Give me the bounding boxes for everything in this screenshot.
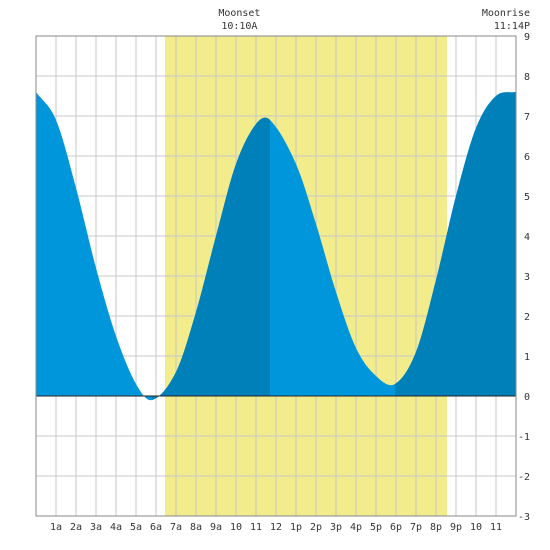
x-tick-label: 4a xyxy=(110,522,122,533)
y-tick-label: 1 xyxy=(524,352,530,363)
x-tick-label: 5a xyxy=(130,522,142,533)
x-tick-label: 6a xyxy=(150,522,162,533)
y-tick-label: -3 xyxy=(518,512,530,523)
x-tick-label: 9a xyxy=(210,522,222,533)
x-tick-label: 8p xyxy=(430,522,442,533)
tide-rising-fill xyxy=(395,92,516,396)
annotation-label: Moonrise xyxy=(482,8,530,19)
y-tick-label: -1 xyxy=(518,432,530,443)
x-axis-ticks: 1a 2a 3a 4a 5a 6a 7a 8a 9a 10 11 12 1p 2p 3p 4p 5p 6p 7p 8p… xyxy=(50,522,502,533)
x-tick-label: 5p xyxy=(370,522,382,533)
annotation-label: Moonset xyxy=(218,8,260,19)
x-tick-label: 11 xyxy=(490,522,502,533)
plot-frame xyxy=(35,35,517,517)
x-tick-label: 8a xyxy=(190,522,202,533)
x-tick-label: 2a xyxy=(70,522,82,533)
y-tick-label: 7 xyxy=(524,112,530,123)
moon-annotations: Moonset 10:10A Moonrise 11:14P xyxy=(218,8,530,32)
x-tick-label: 3a xyxy=(90,522,102,533)
annotation-time: 10:10A xyxy=(221,21,257,32)
tide-fill xyxy=(36,92,516,401)
x-tick-label: 4p xyxy=(350,522,362,533)
x-tick-label: 7a xyxy=(170,522,182,533)
y-tick-label: 9 xyxy=(524,32,530,43)
y-tick-label: 3 xyxy=(524,272,530,283)
x-tick-label: 1p xyxy=(290,522,302,533)
y-tick-label: 0 xyxy=(524,392,530,403)
y-tick-label: 2 xyxy=(524,312,530,323)
x-tick-label: 7p xyxy=(410,522,422,533)
annotation-time: 11:14P xyxy=(494,21,530,32)
x-tick-label: 9p xyxy=(450,522,462,533)
x-tick-label: 1a xyxy=(50,522,62,533)
x-tick-label: 10 xyxy=(230,522,242,533)
y-tick-label: -2 xyxy=(518,472,530,483)
tide-area xyxy=(36,92,516,401)
y-tick-label: 4 xyxy=(524,232,530,243)
y-tick-label: 8 xyxy=(524,72,530,83)
x-tick-label: 10 xyxy=(470,522,482,533)
x-tick-label: 12 xyxy=(270,522,282,533)
tide-rising-fill xyxy=(152,117,270,401)
x-tick-label: 11 xyxy=(250,522,262,533)
x-tick-label: 6p xyxy=(390,522,402,533)
y-tick-label: 5 xyxy=(524,192,530,203)
x-tick-label: 2p xyxy=(310,522,322,533)
y-axis-ticks: -3 -2 -1 0 1 2 3 4 5 6 7 8 9 xyxy=(518,32,530,523)
y-tick-label: 6 xyxy=(524,152,530,163)
x-tick-label: 3p xyxy=(330,522,342,533)
